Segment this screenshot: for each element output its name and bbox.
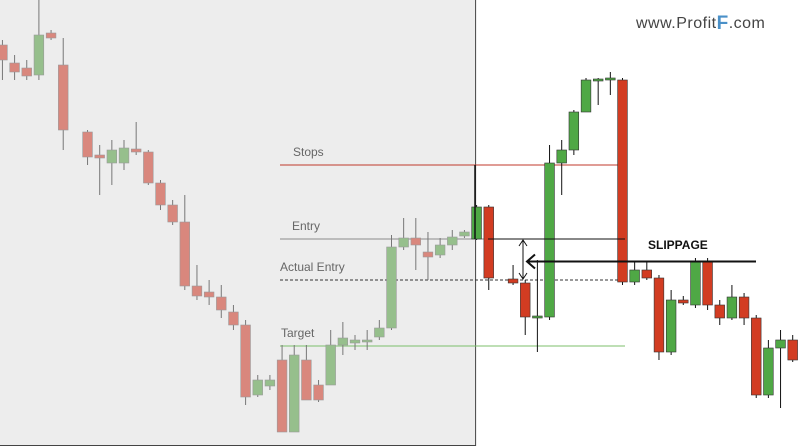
candle-body (434, 244, 446, 256)
candle-body (751, 317, 762, 396)
candle-body (106, 149, 118, 164)
candle-body (775, 339, 786, 349)
candle-body (422, 251, 434, 258)
candle-body (33, 34, 45, 76)
candle-body (289, 354, 300, 433)
candle-body (349, 339, 361, 344)
candle-body (143, 151, 154, 184)
candle-body (228, 311, 239, 326)
candle-body (167, 204, 178, 223)
candle-body (82, 131, 93, 158)
candle-body (690, 261, 701, 306)
candle-body (726, 296, 738, 319)
candle-body (398, 237, 409, 248)
candle-body (763, 347, 774, 396)
candle-body (507, 278, 519, 284)
level-label: Target (281, 326, 315, 340)
candle-body (593, 78, 604, 82)
candle-body (459, 231, 470, 237)
historical-region (0, 0, 477, 446)
candle-body (544, 162, 555, 318)
candle-body (386, 246, 397, 329)
logo-suffix: .com (729, 15, 766, 32)
candle-body (240, 324, 251, 398)
logo-mark: F (717, 13, 729, 34)
candle-body (131, 148, 142, 153)
logo-prefix: www.Profit (635, 15, 717, 32)
candle-body (313, 384, 324, 401)
candle-body (653, 277, 665, 353)
candle-body (471, 206, 482, 240)
candle-body (45, 32, 57, 39)
candle-body (483, 206, 494, 279)
candle-body (556, 149, 567, 164)
slippage-double-arrow (518, 239, 528, 280)
candle-body (532, 315, 543, 319)
level-label: Actual Entry (280, 260, 345, 274)
level-label: Stops (293, 145, 324, 159)
candle-body (605, 77, 616, 81)
candle-body (264, 379, 276, 387)
candle-body (665, 299, 677, 353)
candle-body (155, 182, 166, 206)
candle-body (252, 379, 263, 396)
levels: Stops Entry Actual Entry Target (280, 145, 625, 347)
candle-body (617, 79, 628, 283)
overlay (474, 165, 756, 280)
slippage-arrow (525, 253, 756, 270)
candle-body (0, 44, 8, 61)
candle-body (362, 339, 373, 343)
candle-body (641, 269, 652, 279)
candles (0, 0, 798, 433)
candle-body (94, 154, 105, 159)
candle-body (9, 62, 20, 73)
candle-body (447, 236, 458, 246)
candle-body (276, 359, 288, 433)
candle-body (58, 64, 69, 131)
candle-body (629, 269, 640, 283)
slippage-label: SLIPPAGE (648, 238, 708, 252)
candle-body (191, 285, 203, 297)
level-label: Entry (292, 219, 320, 233)
candle-body (118, 147, 130, 164)
candle-body (325, 344, 336, 386)
candle-body (203, 291, 215, 298)
candle-body (21, 67, 32, 77)
candle-body (520, 282, 531, 318)
candle-body (568, 111, 580, 151)
candle-body (787, 339, 798, 361)
candle-body (216, 296, 227, 311)
logo: www.ProfitF.com (635, 13, 765, 34)
candle-body (410, 237, 421, 246)
candle-body (738, 296, 750, 319)
candle-body (337, 337, 349, 346)
candle-body (678, 299, 689, 304)
candle-body (374, 327, 385, 338)
candle-body (179, 221, 190, 287)
candle-body (301, 359, 312, 401)
candle-body (580, 79, 592, 113)
candle-body (714, 304, 725, 319)
candle-body (702, 261, 713, 306)
